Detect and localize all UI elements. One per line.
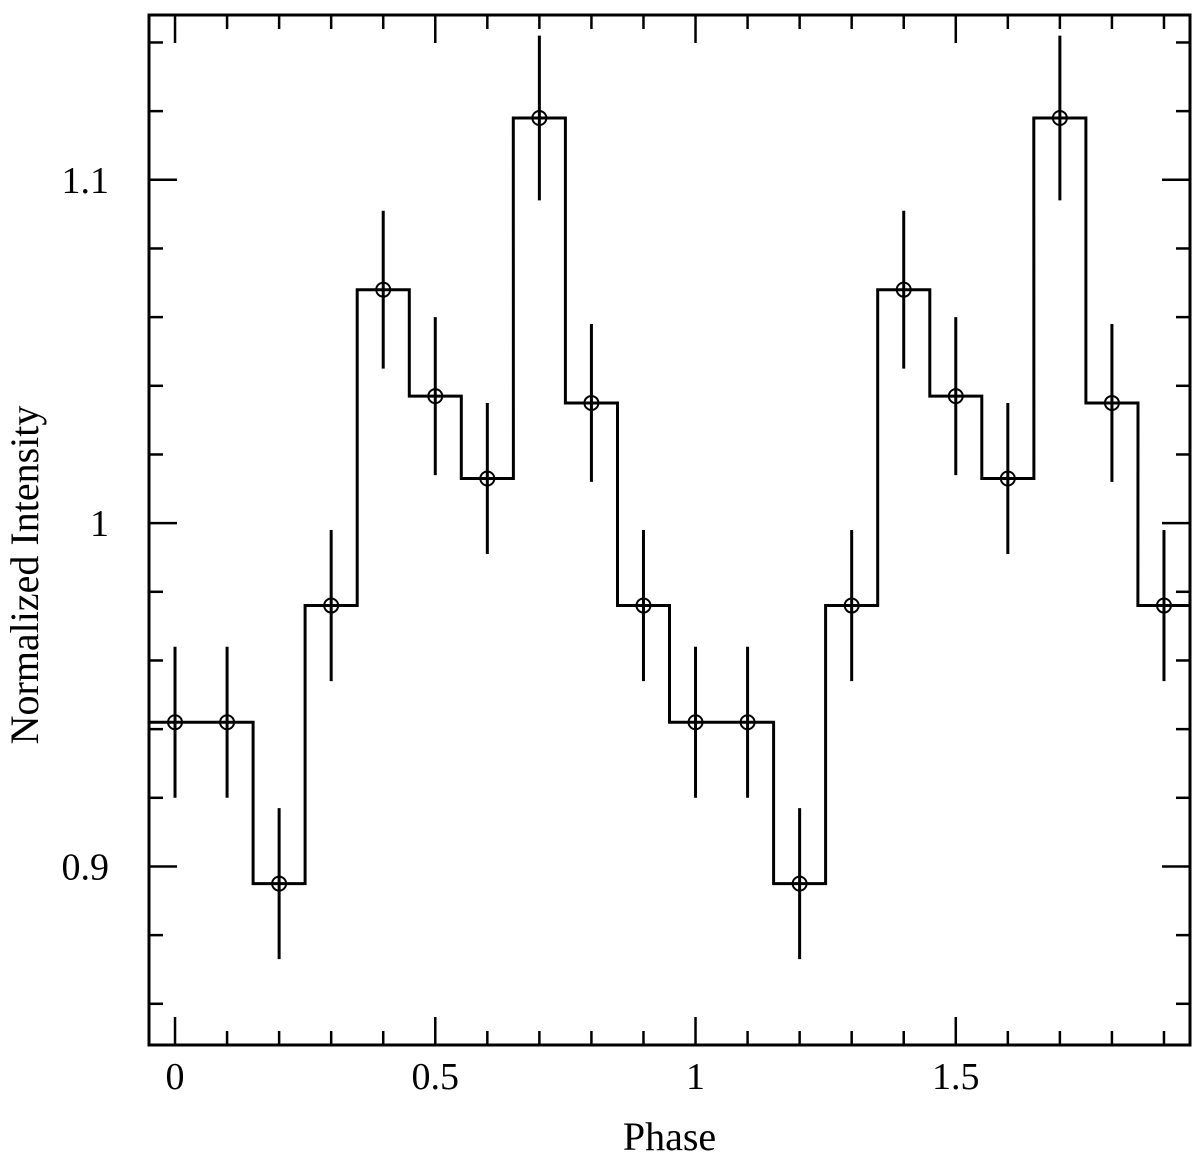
data-point-marker (791, 875, 808, 892)
y-axis-label: Normalized Intensity (2, 406, 47, 745)
data-point-marker (895, 281, 912, 298)
data-point-marker (635, 597, 652, 614)
x-tick-label: 1 (686, 1056, 705, 1098)
x-tick-label: 0.5 (412, 1056, 460, 1098)
x-tick-label: 0 (166, 1056, 185, 1098)
data-point-marker (167, 714, 184, 731)
y-tick-label: 1 (90, 503, 109, 545)
data-markers (167, 110, 1172, 892)
data-point-marker (1155, 597, 1172, 614)
error-bars (173, 35, 1166, 960)
data-point-marker (531, 110, 548, 126)
plot-area (149, 35, 1190, 960)
data-point-marker (271, 875, 288, 892)
x-tick-label: 1.5 (932, 1056, 980, 1098)
y-tick-label: 0.9 (62, 846, 110, 888)
data-point-marker (323, 597, 340, 614)
tick-labels: 0 0.5 1 1.5 0.9 1 1.1 (62, 160, 980, 1098)
data-point-marker (843, 597, 860, 614)
data-point-marker (687, 714, 704, 731)
minor-ticks (149, 15, 1190, 1045)
data-point-marker (999, 470, 1016, 487)
data-point-marker (375, 281, 392, 298)
step-histogram-line (149, 116, 1190, 886)
y-tick-label: 1.1 (62, 160, 110, 202)
data-point-marker (947, 388, 964, 405)
data-point-marker (583, 394, 600, 411)
data-point-marker (1051, 110, 1068, 126)
data-point-marker (479, 470, 496, 487)
data-point-marker (739, 714, 756, 731)
plot-frame (147, 13, 1192, 1047)
data-point-marker (219, 714, 236, 731)
data-point-marker (427, 388, 444, 405)
major-ticks (149, 15, 1190, 1045)
x-axis-label: Phase (623, 1114, 716, 1159)
data-point-marker (1103, 394, 1120, 411)
